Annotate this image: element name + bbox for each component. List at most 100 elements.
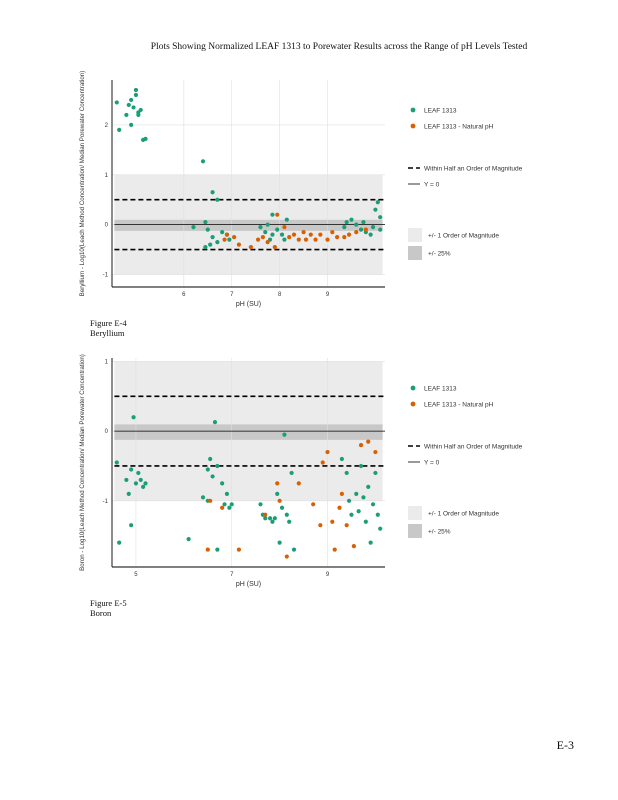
leaf-point bbox=[279, 232, 285, 237]
leaf-point bbox=[265, 222, 270, 227]
leaf-point bbox=[138, 477, 143, 483]
leaf-point bbox=[375, 512, 380, 517]
leaf-point bbox=[272, 516, 277, 521]
leaf-point bbox=[277, 540, 282, 545]
legend-natural-label: LEAF 1313 - Natural pH bbox=[424, 402, 494, 409]
x-tick-label: 7 bbox=[230, 572, 234, 578]
natural-ph-point bbox=[363, 227, 368, 232]
natural-ph-point bbox=[296, 237, 301, 242]
y-tick-label: -1 bbox=[103, 499, 109, 505]
leaf-point bbox=[203, 220, 208, 225]
leaf-point bbox=[210, 190, 215, 195]
legend-leaf-label: LEAF 1313 bbox=[424, 108, 457, 115]
leaf-point bbox=[378, 227, 383, 232]
natural-ph-point bbox=[346, 232, 352, 237]
legend-pct-band-label: +/- 25% bbox=[428, 529, 451, 536]
natural-ph-point bbox=[275, 481, 280, 486]
legend-pct-band-swatch bbox=[408, 524, 422, 538]
y-axis-title: Beryllium - Log10(Leach Method Concentra… bbox=[79, 71, 86, 297]
leaf-point bbox=[279, 505, 285, 510]
leaf-point bbox=[212, 419, 218, 425]
leaf-point bbox=[133, 87, 139, 93]
leaf-point bbox=[339, 456, 344, 462]
leaf-point bbox=[210, 474, 215, 479]
leaf-point bbox=[215, 547, 220, 552]
leaf-point bbox=[129, 97, 134, 103]
leaf-point bbox=[373, 207, 378, 212]
leaf-point bbox=[205, 467, 210, 472]
leaf-point bbox=[136, 470, 141, 476]
y-tick-label: 2 bbox=[105, 123, 109, 129]
legend-zero-label: Y = 0 bbox=[424, 460, 440, 467]
leaf-point bbox=[136, 110, 141, 115]
natural-ph-point bbox=[282, 225, 287, 230]
leaf-point bbox=[368, 232, 373, 237]
natural-ph-point bbox=[232, 235, 237, 240]
x-axis-title: pH (SU) bbox=[236, 301, 261, 308]
beryllium-chart: 6 7 8 9 -1 0 1 2 pH (SU) Beryllium - Log10(Leach … bbox=[79, 71, 523, 308]
leaf-point bbox=[227, 505, 232, 510]
natural-ph-point bbox=[301, 230, 306, 235]
leaf-point bbox=[358, 227, 364, 232]
natural-ph-point bbox=[342, 235, 347, 240]
legend-half-order-label: Within Half an Order of Magnitude bbox=[424, 444, 523, 451]
page-number: E-3 bbox=[556, 738, 574, 752]
leaf-point bbox=[210, 235, 215, 240]
legend-zero-label: Y = 0 bbox=[424, 182, 440, 189]
leaf-point bbox=[263, 516, 268, 521]
leaf-point bbox=[344, 220, 349, 225]
natural-ph-point bbox=[220, 505, 225, 510]
x-axis-title: pH (SU) bbox=[236, 581, 261, 588]
natural-ph-point bbox=[291, 232, 297, 237]
natural-ph-point bbox=[337, 505, 342, 510]
natural-ph-point bbox=[255, 237, 261, 242]
leaf-point bbox=[205, 227, 210, 232]
leaf-point bbox=[370, 502, 376, 507]
natural-ph-point bbox=[344, 523, 349, 528]
leaf-point bbox=[126, 491, 131, 496]
leaf-point bbox=[342, 225, 347, 230]
natural-ph-point bbox=[308, 232, 313, 237]
legend-leaf-swatch bbox=[410, 107, 416, 113]
leaf-point bbox=[220, 481, 225, 486]
natural-ph-point bbox=[373, 449, 378, 455]
leaf-point bbox=[131, 415, 136, 420]
natural-ph-point bbox=[263, 512, 268, 517]
leaf-point bbox=[356, 509, 361, 514]
natural-ph-point bbox=[205, 547, 210, 552]
y-tick-label: 0 bbox=[105, 223, 109, 229]
pct-25-band bbox=[114, 424, 383, 440]
leaf-point bbox=[287, 519, 292, 524]
leaf-point bbox=[114, 100, 119, 105]
natural-ph-point bbox=[358, 442, 364, 448]
leaf-point bbox=[284, 217, 289, 222]
leaf-point bbox=[284, 512, 289, 517]
natural-ph-point bbox=[335, 235, 340, 240]
leaf-point bbox=[131, 105, 136, 110]
natural-ph-point bbox=[277, 498, 282, 503]
leaf-point bbox=[349, 217, 354, 222]
leaf-point bbox=[200, 159, 206, 164]
y-axis-title: Boron - Log10(Leach Method Concentration… bbox=[79, 354, 86, 571]
leaf-point bbox=[270, 212, 275, 217]
natural-ph-point bbox=[351, 544, 356, 549]
leaf-point bbox=[258, 225, 263, 230]
leaf-point bbox=[282, 432, 287, 437]
leaf-point bbox=[346, 498, 352, 503]
leaf-point bbox=[282, 237, 287, 242]
leaf-point bbox=[227, 237, 232, 242]
leaf-point bbox=[186, 537, 191, 542]
natural-ph-point bbox=[330, 230, 335, 235]
natural-ph-point bbox=[325, 237, 330, 242]
natural-ph-point bbox=[325, 449, 330, 455]
leaf-point bbox=[263, 230, 268, 235]
leaf-point bbox=[224, 491, 230, 496]
leaf-point bbox=[375, 200, 380, 205]
figure-caption-beryllium: Figure E-4 Beryllium bbox=[90, 318, 127, 338]
leaf-point bbox=[200, 495, 206, 500]
y-tick-label: 1 bbox=[105, 173, 109, 179]
leaf-point bbox=[378, 526, 383, 531]
leaf-point bbox=[191, 225, 196, 230]
leaf-point bbox=[291, 547, 297, 552]
natural-ph-point bbox=[318, 232, 323, 237]
